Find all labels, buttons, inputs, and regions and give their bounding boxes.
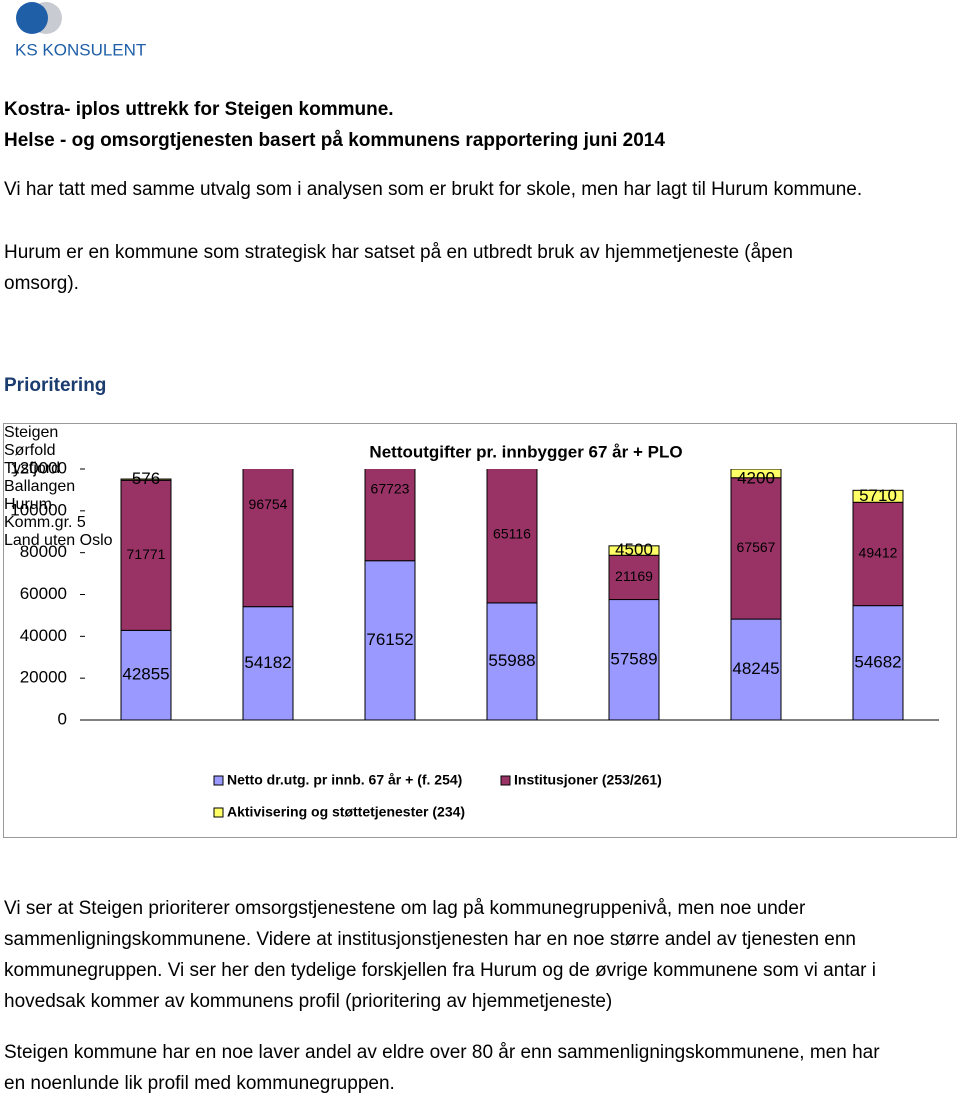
bar-segment <box>730 477 782 620</box>
paragraph: Vi har tatt med samme utvalg som i analy… <box>4 179 863 200</box>
y-tick-label: 40000 <box>20 626 67 645</box>
paragraph: Vi ser at Steigen prioriterer omsorgstje… <box>4 898 876 1012</box>
chart: Nettoutgifter pr. innbygger 67 år + PLO … <box>3 423 957 838</box>
y-tick-label: 100000 <box>10 500 67 519</box>
y-tick-label: 120000 <box>10 458 67 477</box>
logo-text: KS KONSULENT <box>15 40 146 59</box>
data-label: 67567 <box>737 539 776 555</box>
x-tick-label: Sørfold <box>4 442 56 459</box>
data-label: 57589 <box>610 649 657 668</box>
bar-segment <box>608 554 660 601</box>
data-label: 76152 <box>366 630 413 649</box>
data-label: 54182 <box>244 653 291 672</box>
logo-circle <box>16 2 48 34</box>
x-tick-label: Komm.gr. 5 <box>4 514 86 531</box>
chart-canvas: Nettoutgifter pr. innbygger 67 år + PLO … <box>10 442 939 820</box>
x-tick-label: Land uten Oslo <box>4 532 113 549</box>
data-label: 5710 <box>859 486 897 505</box>
data-label: 576 <box>132 469 160 488</box>
heading: Kostra- iplos uttrekk for Steigen kommun… <box>4 99 394 120</box>
bar-segment <box>486 469 538 604</box>
heading: Helse - og omsorgtjenesten basert på kom… <box>4 130 665 151</box>
legend-swatch <box>500 775 511 786</box>
legend-swatch <box>213 807 224 818</box>
logo: KS KONSULENT <box>15 2 146 59</box>
data-label: 65116 <box>493 525 531 541</box>
bar-segment <box>120 479 172 631</box>
bar-segment <box>852 501 904 607</box>
bar-segment <box>242 469 294 608</box>
legend-label: Aktivisering og støttetjenester (234) <box>227 804 465 820</box>
paragraph: Hurum er en kommune som strategisk har s… <box>4 242 793 294</box>
x-tick-label: Hurum <box>4 496 53 513</box>
bar-segment <box>730 469 782 479</box>
y-tick-label: 0 <box>58 709 67 728</box>
data-label: 48245 <box>732 659 779 678</box>
bar-segment <box>852 605 904 721</box>
chart-title: Nettoutgifter pr. innbygger 67 år + PLO <box>369 442 682 461</box>
bar-segment <box>730 618 782 721</box>
bar-segment <box>242 606 294 721</box>
y-tick-label: 80000 <box>20 542 67 561</box>
x-tick-label: Steigen <box>4 424 59 441</box>
x-tick-label: Ballangen <box>4 478 76 495</box>
data-label: 49412 <box>859 545 898 561</box>
data-label: 42855 <box>122 665 169 684</box>
data-label: 4500 <box>615 540 653 559</box>
legend-swatch <box>213 775 224 786</box>
legend-label: Institusjoner (253/261) <box>514 772 662 788</box>
y-tick-label: 60000 <box>20 584 67 603</box>
bar-segment <box>364 469 416 562</box>
data-label: 67723 <box>371 481 410 497</box>
plot <box>120 469 904 721</box>
legend-label: Netto dr.utg. pr innb. 67 år + (f. 254) <box>227 772 462 788</box>
data-label: 54682 <box>854 652 901 671</box>
x-tick-label: Tysfjord <box>4 460 61 477</box>
paragraph: Steigen kommune har en noe laver andel a… <box>4 1042 880 1094</box>
bar-segment <box>852 489 904 503</box>
bar-segment <box>364 560 416 721</box>
bar-segment <box>120 478 172 481</box>
y-tick-label: 20000 <box>20 668 67 687</box>
data-label: 96754 <box>249 496 288 512</box>
data-label: 71771 <box>127 546 166 562</box>
section-title: Prioritering <box>4 375 107 396</box>
data-label: 55988 <box>488 651 535 670</box>
data-label: 4200 <box>737 468 775 487</box>
bar-segment <box>608 545 660 556</box>
data-label: 21169 <box>615 568 653 584</box>
